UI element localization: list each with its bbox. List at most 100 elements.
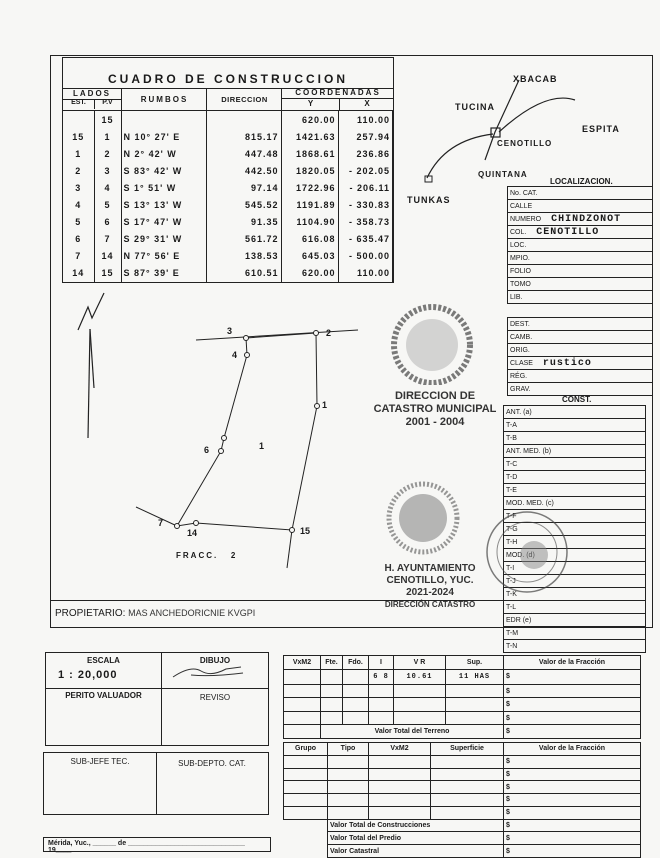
est-cell: 3: [63, 179, 95, 197]
destino-table: DEST. CAMB. ORIG. CLASE rustico RÉG. GRAV…: [507, 317, 653, 396]
direccion-cell: 91.35: [206, 213, 282, 231]
table-row: 15 1 N 10° 27' E 815.17 1421.63 257.94: [63, 128, 393, 146]
table-row: $: [283, 754, 641, 769]
list-item: No. CAT.: [507, 186, 653, 200]
list-item: T-N: [503, 639, 646, 653]
est-cell: 7: [63, 247, 95, 265]
municipio-seal: [391, 304, 473, 385]
coordenadas-header: COORDENADAS: [282, 88, 394, 99]
const-label: T-M: [503, 626, 646, 640]
y-cell: 1104.90: [281, 213, 339, 231]
pv-cell: 1: [94, 128, 122, 146]
valor-cell: $: [503, 754, 641, 769]
field-label: NUMERO: [510, 215, 542, 223]
column-header: Fte.: [320, 655, 343, 670]
field-label: CAMB.: [510, 333, 533, 341]
estado-seal: [486, 511, 568, 593]
y-cell: 1820.05: [281, 162, 339, 180]
reviso-label: REVISO: [199, 693, 231, 702]
rumbo-cell: S 29° 31' W: [121, 230, 207, 248]
total-predio-label: Valor Total del Predio: [327, 831, 504, 846]
field-label: MPIO.: [510, 254, 530, 262]
valor-cell: $: [503, 780, 641, 795]
y-cell: 645.03: [281, 247, 339, 265]
main-frame: [50, 55, 653, 628]
table-row: $: [283, 767, 641, 782]
const-label: T-B: [503, 431, 646, 445]
list-item: T-C: [503, 457, 646, 471]
list-item: CAMB.: [507, 330, 653, 344]
column-header: Sup.: [445, 655, 504, 670]
field-label: No. CAT.: [510, 189, 538, 197]
i-cell: 6 8: [368, 668, 394, 685]
fracc-label: FRACC. 2: [176, 551, 238, 560]
direccion-line2: CATASTRO MUNICIPAL: [373, 403, 497, 415]
list-item: T-B: [503, 431, 646, 445]
direccion-cell: 97.14: [206, 179, 282, 197]
rumbo-cell: S 1° 51' W: [121, 179, 207, 197]
est-cell: 14: [63, 264, 95, 282]
rumbo-cell: S 83° 42' W: [121, 162, 207, 180]
valor-cell: $: [503, 767, 641, 782]
valor-cell: $: [503, 805, 641, 820]
rumbo-cell: N 77° 56' E: [121, 247, 207, 265]
x-cell: 236.86: [338, 145, 393, 163]
column-header: Valor de la Fracción: [503, 742, 641, 756]
list-item: T-L: [503, 600, 646, 614]
table-row: $: [283, 697, 641, 712]
column-header: V R: [393, 655, 446, 670]
pv-cell: 4: [94, 179, 122, 197]
est-cell: 5: [63, 213, 95, 231]
list-item: DEST.: [507, 317, 653, 331]
construction-table-title: CUADRO DE CONSTRUCCION: [108, 72, 348, 86]
subdepto-label: SUB-DEPTO. CAT.: [178, 759, 246, 768]
list-item: EDR (e): [503, 613, 646, 627]
tunkas-marker: [424, 175, 433, 183]
field-value: CHINDZONOT: [551, 213, 622, 225]
table-row: $: [283, 805, 641, 820]
direccion-years: 2001 - 2004: [405, 416, 465, 428]
field-label: ORIG.: [510, 346, 530, 354]
subjefe-label: SUB-JEFE TEC.: [70, 757, 130, 766]
point-14: 14: [187, 528, 198, 538]
list-item: CALLE: [507, 199, 653, 213]
list-item: T-M: [503, 626, 646, 640]
ayuntamiento-line2: CENOTILLO, YUC.: [386, 575, 474, 586]
field-label: LOC.: [510, 241, 527, 249]
point-15: 15: [300, 526, 311, 536]
valor-catastral-value: $: [503, 844, 641, 858]
dibujo-label: DIBUJO: [199, 656, 231, 665]
direccion-cell: 138.53: [206, 247, 282, 265]
x-cell: - 206.11: [338, 179, 393, 197]
lados-header: LADOS: [63, 89, 121, 100]
ayuntamiento-line1: H. AYUNTAMIENTO: [384, 563, 476, 574]
column-header: I: [368, 655, 394, 670]
field-label: RÉG.: [510, 372, 528, 380]
valor-catastral-label: Valor Catastral: [327, 844, 504, 858]
north-arrow-icon: [77, 292, 105, 331]
const-label: ANT. MED. (b): [503, 444, 646, 458]
localizacion-title: LOCALIZACION.: [550, 177, 613, 186]
const-label: T-A: [503, 418, 646, 432]
list-item: T-E: [503, 483, 646, 497]
list-item: COL. CENOTILLO: [507, 225, 653, 239]
rumbo-cell: N 10° 27' E: [121, 128, 207, 146]
propietario-label: PROPIETARIO:: [55, 608, 126, 619]
field-label: DEST.: [510, 320, 530, 328]
escala-box: ESCALA 1 : 20,000 DIBUJO PERITO VALUADOR…: [45, 652, 269, 746]
total-predio-value: $: [503, 831, 641, 846]
field-label: GRAV.: [510, 385, 531, 393]
rumbo-cell: S 17° 47' W: [121, 213, 207, 231]
list-item: RÉG.: [507, 369, 653, 383]
column-header: VxM2: [368, 742, 431, 756]
direccion-cell: 561.72: [206, 230, 282, 248]
point-3: 3: [227, 326, 233, 336]
list-item: GRAV.: [507, 382, 653, 396]
ayuntamiento-years: 2021-2024: [406, 587, 454, 598]
valor-cell: $: [503, 668, 641, 685]
list-item: TOMO: [507, 277, 653, 291]
location-map: [424, 79, 576, 183]
const-label: T-D: [503, 470, 646, 484]
